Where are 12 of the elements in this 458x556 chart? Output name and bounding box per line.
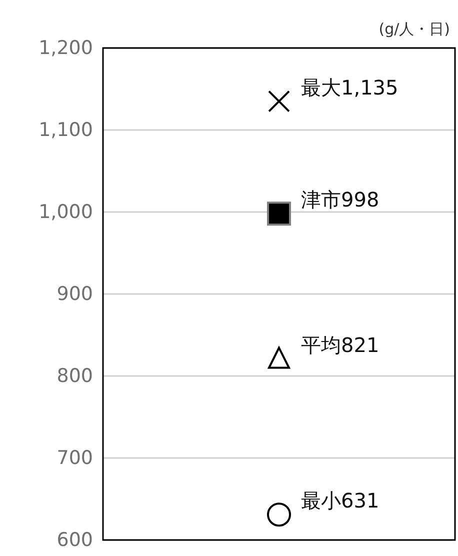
- series: 平均821: [267, 332, 380, 369]
- y-tick-label: 1,100: [38, 119, 93, 141]
- y-axis-title: (g/人・日): [378, 20, 450, 38]
- series: 津市998: [267, 188, 380, 226]
- y-tick-label: 1,000: [38, 201, 93, 223]
- y-tick-label: 1,200: [38, 37, 93, 59]
- series: 最小631: [267, 488, 380, 527]
- y-tick-label: 700: [56, 447, 93, 469]
- series: 最大1,135: [268, 75, 398, 112]
- y-tick-label: 800: [56, 365, 93, 387]
- y-tick-label: 900: [56, 283, 93, 305]
- y-tick-label: 600: [56, 529, 93, 551]
